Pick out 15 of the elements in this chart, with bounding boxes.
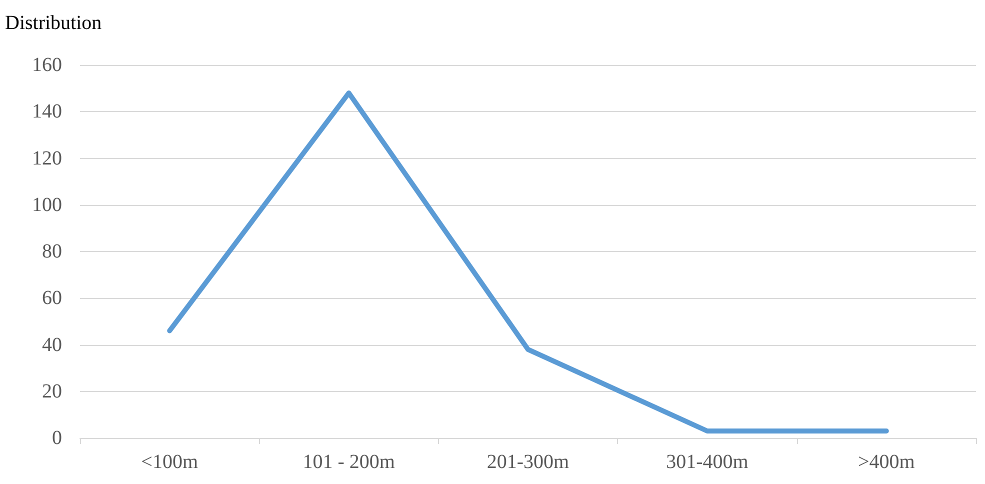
x-tick-label: 201-300m <box>486 451 570 473</box>
y-tick-label: 100 <box>32 194 62 216</box>
y-tick-label: 20 <box>42 380 62 402</box>
x-tick-label: >400m <box>858 451 916 473</box>
x-tick-label: 301-400m <box>666 451 749 473</box>
y-tick-label: 80 <box>42 240 62 262</box>
chart-title: Distribution <box>5 12 102 34</box>
y-tick-label: 120 <box>32 147 62 170</box>
y-tick-label: 160 <box>32 54 62 76</box>
y-tick-label: 60 <box>42 287 62 310</box>
x-tick-label: 101 - 200m <box>302 451 396 473</box>
y-tick-label: 40 <box>42 334 62 356</box>
y-tick-label: 0 <box>52 427 62 449</box>
y-tick-label: 140 <box>32 100 62 123</box>
x-tick-label: <100m <box>141 451 198 473</box>
